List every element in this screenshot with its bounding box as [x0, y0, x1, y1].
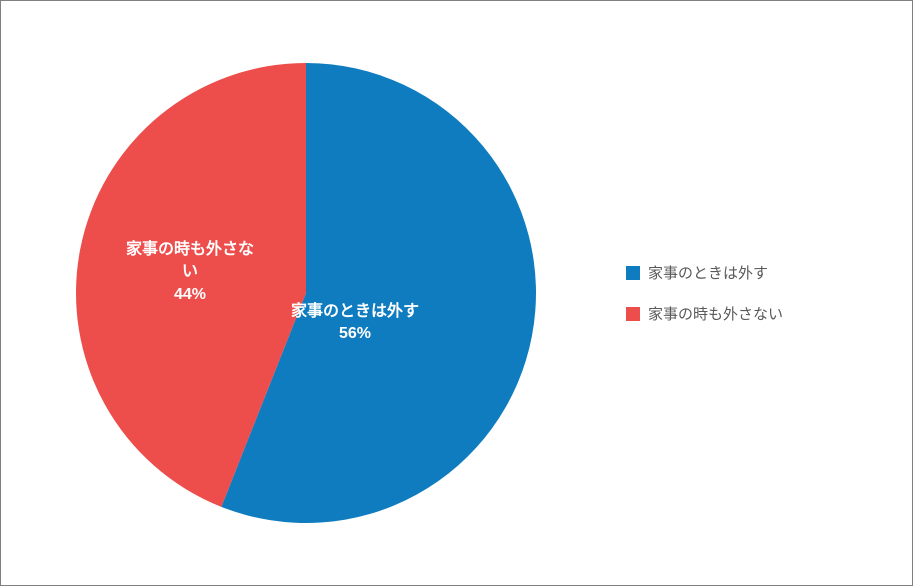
pie-area: 家事のときは外す 56% 家事の時も外さな い 44%: [1, 1, 581, 585]
pie-slice-label-1: 家事の時も外さな い 44%: [126, 239, 254, 306]
legend: 家事のときは外す家事の時も外さない: [626, 262, 783, 324]
legend-swatch-0: [626, 266, 640, 280]
pie-slice-label-0: 家事のときは外す 56%: [291, 301, 419, 346]
pie-svg: [1, 0, 581, 586]
legend-label-1: 家事の時も外さない: [648, 303, 783, 324]
legend-item-0: 家事のときは外す: [626, 262, 783, 283]
legend-swatch-1: [626, 307, 640, 321]
legend-item-1: 家事の時も外さない: [626, 303, 783, 324]
legend-label-0: 家事のときは外す: [648, 262, 768, 283]
pie-chart-container: 家事のときは外す 56% 家事の時も外さな い 44% 家事のときは外す家事の時も…: [0, 0, 913, 586]
